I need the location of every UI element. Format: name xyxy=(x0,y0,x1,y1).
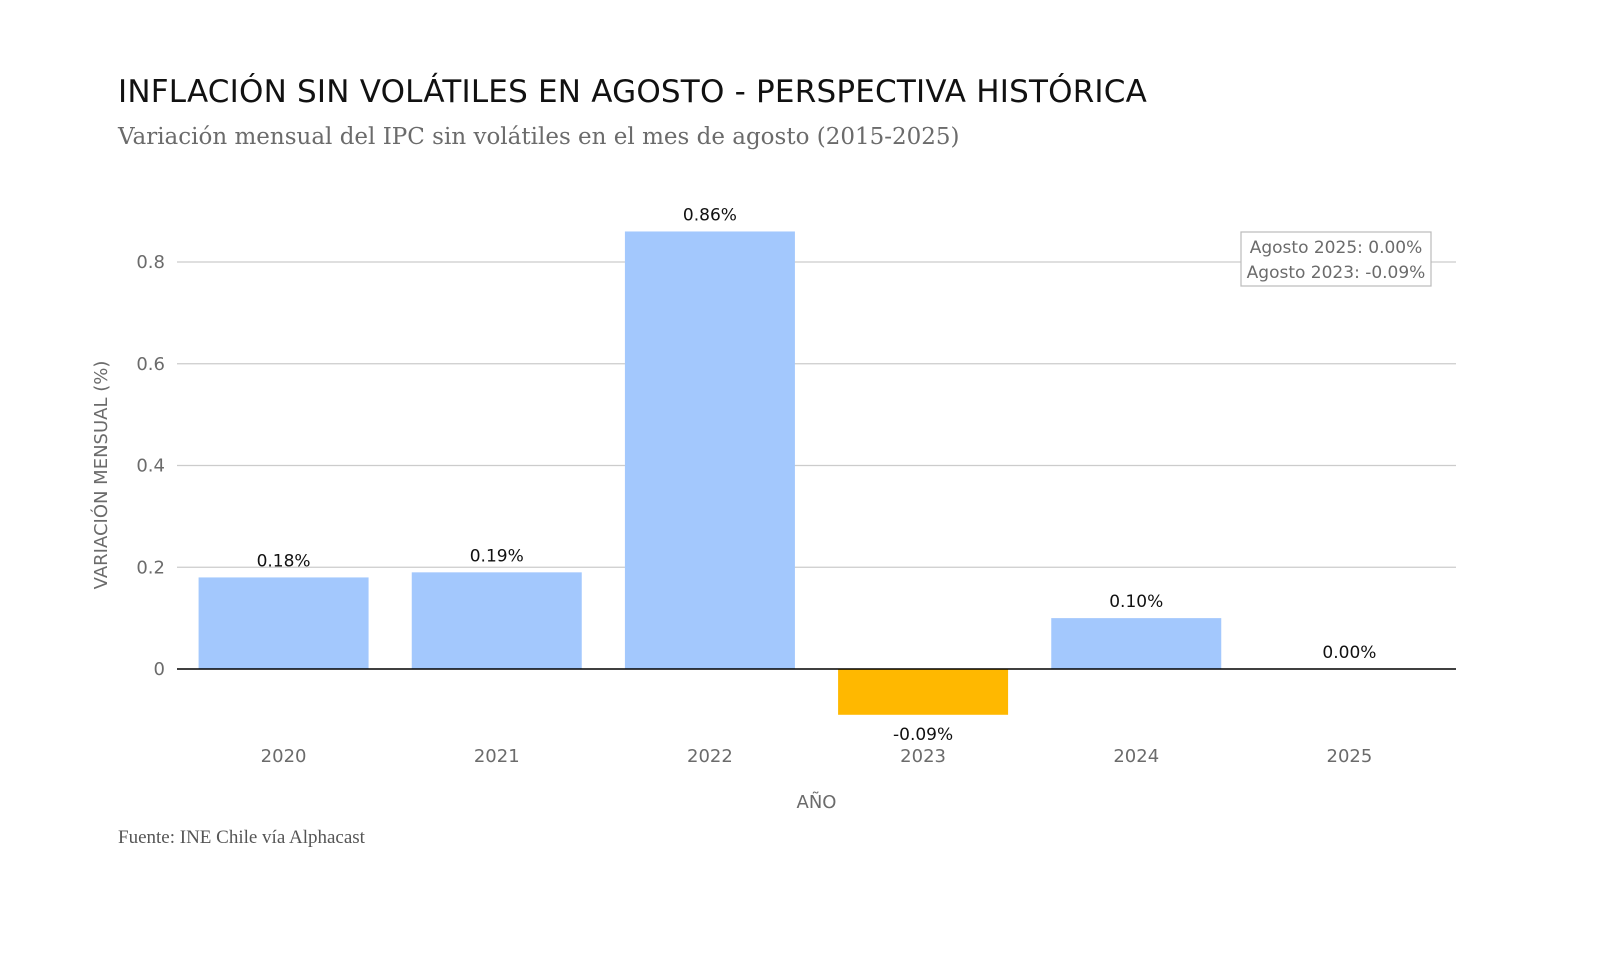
bar-2024 xyxy=(1051,618,1222,669)
x-tick-label-2025: 2025 xyxy=(1327,746,1373,767)
y-axis-title: VARIACIÓN MENSUAL (%) xyxy=(90,361,112,590)
x-axis-title: AÑO xyxy=(797,791,837,813)
data-label-2023: -0.09% xyxy=(893,725,953,745)
x-tick-label-2022: 2022 xyxy=(687,746,733,767)
x-axis-ticks: 2020 2021 2022 2023 2024 2025 xyxy=(261,746,1373,767)
y-tick-label: 0 xyxy=(154,659,165,680)
bar-2021 xyxy=(411,572,582,669)
bars xyxy=(198,231,1222,715)
data-labels: 0.18% 0.19% 0.86% -0.09% 0.10% 0.00% xyxy=(257,205,1377,744)
data-label-2021: 0.19% xyxy=(470,546,524,566)
data-label-2022: 0.86% xyxy=(683,205,737,225)
x-tick-label-2021: 2021 xyxy=(474,746,520,767)
annotation-box: Agosto 2025: 0.00% Agosto 2023: -0.09% xyxy=(1240,231,1432,287)
gridlines xyxy=(177,261,1456,568)
x-tick-label-2020: 2020 xyxy=(261,746,307,767)
annotation-border xyxy=(1240,231,1432,287)
bar-2023 xyxy=(838,669,1009,715)
data-label-2024: 0.10% xyxy=(1109,592,1163,612)
x-tick-label-2023: 2023 xyxy=(900,746,946,767)
data-label-2020: 0.18% xyxy=(257,551,311,571)
bar-2020 xyxy=(198,577,369,669)
y-axis-ticks: 0 0.2 0.4 0.6 0.8 xyxy=(136,252,165,680)
bar-2022 xyxy=(624,231,795,669)
y-tick-label: 0.8 xyxy=(136,252,165,273)
chart-title: INFLACIÓN SIN VOLÁTILES EN AGOSTO - PERS… xyxy=(118,74,1148,110)
annotation-line-2023: Agosto 2023: -0.09% xyxy=(1247,263,1426,283)
y-tick-label: 0.2 xyxy=(136,557,165,578)
y-tick-label: 0.4 xyxy=(136,456,165,477)
x-tick-label-2024: 2024 xyxy=(1113,746,1159,767)
annotation-line-2025: Agosto 2025: 0.00% xyxy=(1250,238,1423,258)
data-label-2025: 0.00% xyxy=(1322,643,1376,663)
y-tick-label: 0.6 xyxy=(136,354,165,375)
chart-subtitle: Variación mensual del IPC sin volátiles … xyxy=(118,124,960,150)
source-note: Fuente: INE Chile vía Alphacast xyxy=(118,827,365,848)
